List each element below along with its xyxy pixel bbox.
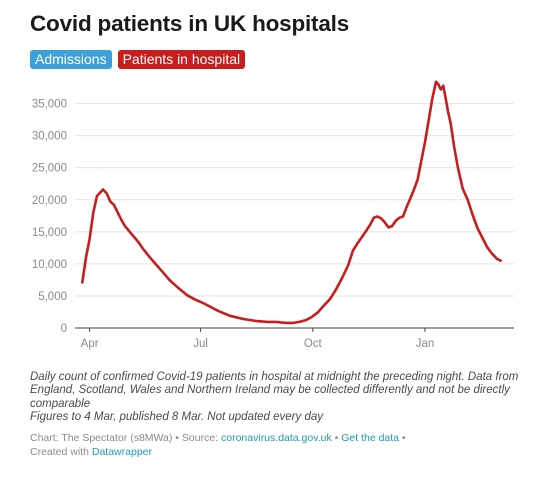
datawrapper-link[interactable]: Datawrapper bbox=[91, 445, 152, 458]
footer-separator-end: • bbox=[399, 432, 406, 444]
source-link[interactable]: coronavirus.data.gov.uk bbox=[221, 432, 332, 444]
footer-separator: • bbox=[331, 432, 342, 444]
y-tick-label: 30,000 bbox=[32, 131, 67, 143]
patients-in-hospital-toggle-button[interactable]: Patients in hospital bbox=[117, 50, 246, 69]
chart-title: Covid patients in UK hospitals bbox=[30, 11, 350, 36]
admissions-toggle-button[interactable]: Admissions bbox=[30, 50, 112, 69]
x-tick-label: Jan bbox=[416, 338, 435, 350]
x-tick-label: Jul bbox=[193, 338, 208, 350]
chart-footer: Chart: The Spectator (s8MWa) • Source: c… bbox=[30, 432, 406, 459]
credit-line: Chart: The Spectator (s8MWa) • Source: c… bbox=[30, 432, 406, 446]
patients-in-hospital-line bbox=[81, 80, 502, 325]
created-with-text: Created with bbox=[30, 445, 92, 458]
created-with-line: Created with Datawrapper bbox=[30, 446, 406, 460]
credit-text: Chart: The Spectator (s8MWa) • Source: bbox=[30, 432, 221, 444]
y-tick-label: 5,000 bbox=[38, 291, 67, 303]
data-description: Daily count of confirmed Covid-19 patien… bbox=[30, 371, 519, 410]
y-tick-label: 20,000 bbox=[32, 195, 67, 207]
y-tick-label: 0 bbox=[61, 323, 67, 335]
series-toggle-group: Admissions Patients in hospital bbox=[30, 50, 246, 69]
x-tick-label: Oct bbox=[304, 338, 323, 350]
y-tick-label: 10,000 bbox=[32, 259, 67, 271]
y-tick-label: 15,000 bbox=[32, 227, 67, 239]
get-data-link[interactable]: Get the data bbox=[341, 432, 400, 444]
figures-note: Figures to 4 Mar, published 8 Mar. Not u… bbox=[30, 411, 323, 424]
y-tick-label: 35,000 bbox=[32, 99, 67, 111]
y-axis: 0 5,000 10,000 15,000 20,000 25,000 30,000 35,0… bbox=[32, 99, 67, 335]
x-tick-label: Apr bbox=[81, 338, 99, 350]
chart-notes: Daily count of confirmed Covid-19 patien… bbox=[30, 371, 520, 425]
x-axis: Apr Jul Oct Jan bbox=[81, 328, 435, 350]
line-chart: 0 5,000 10,000 15,000 20,000 25,000 30,000 35,0… bbox=[32, 80, 514, 350]
gridlines bbox=[75, 103, 514, 329]
y-tick-label: 25,000 bbox=[32, 163, 67, 175]
